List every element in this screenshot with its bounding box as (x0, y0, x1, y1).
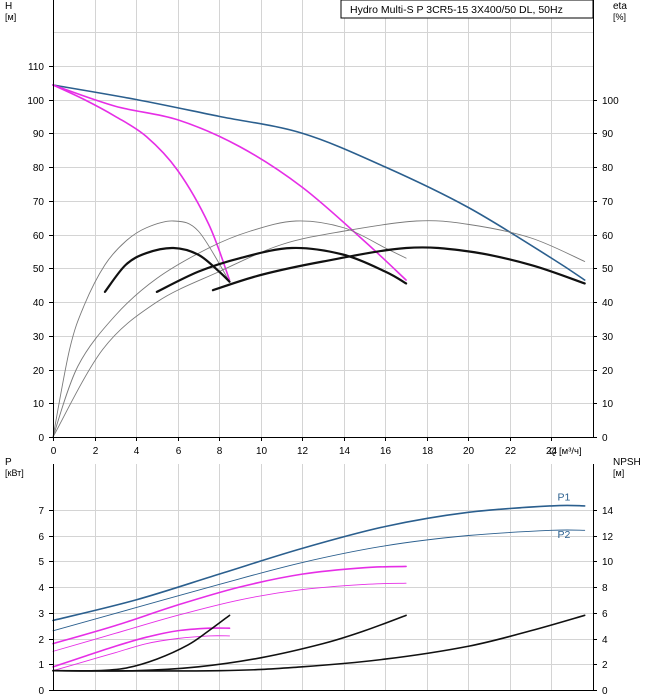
power-npsh-chart-left-tick-label: 3 (38, 609, 44, 620)
P1-1-pump-curve (52, 627, 231, 668)
head-eta-chart-left-tick-label: 50 (33, 264, 45, 275)
power-npsh-chart-left-tick-label: 4 (38, 583, 44, 594)
head-eta-chart-right-tick-label: 60 (602, 231, 614, 242)
power-npsh-chart-right-tick-label: 12 (602, 532, 614, 543)
P1-2-pumps-curve (52, 565, 407, 645)
power-npsh-chart-right-axis-title: NPSH (613, 457, 641, 468)
head-eta-chart-right-axis-unit: [%] (613, 12, 626, 22)
head-eta-chart-x-axis-title: Q [м³/ч] (549, 446, 582, 457)
head-eta-chart-right-tick-label: 70 (602, 197, 614, 208)
head-eta-chart-left-tick-label: 40 (33, 298, 45, 309)
H-2-pumps-curve (52, 84, 407, 281)
power-npsh-chart-left-tick-label: 1 (38, 660, 44, 671)
power-npsh-chart-right-tick-label: 6 (602, 609, 608, 620)
head-eta-chart-x-tick-label: 14 (339, 446, 351, 457)
head-eta-chart-left-axis-unit: [м] (5, 12, 16, 22)
power-npsh-chart-left-axis-unit: [кВт] (5, 468, 24, 478)
eta-op-3-pumps-curve (211, 246, 586, 292)
head-eta-chart-x-tick-label: 0 (51, 446, 57, 457)
head-eta-chart-left-axis-title: H (5, 1, 12, 12)
eta-op-1-pump-curve (103, 246, 231, 293)
head-eta-chart-left-tick-label: 70 (33, 197, 45, 208)
power-npsh-chart-right-tick-label: 4 (602, 635, 608, 646)
head-eta-chart-x-tick-label: 18 (422, 446, 434, 457)
power-npsh-chart-right-tick-label: 2 (602, 660, 608, 671)
head-eta-chart-left-tick-label: 20 (33, 366, 45, 377)
head-eta-chart-x-tick-label: 10 (256, 446, 268, 457)
H-3-pumps-curve (52, 84, 586, 281)
head-eta-chart-x-tick-label: 24 (546, 446, 558, 457)
head-eta-chart-x-tick-label: 20 (463, 446, 475, 457)
head-eta-chart-right-tick-label: 90 (602, 129, 614, 140)
P2-label: P2 (558, 529, 571, 541)
NPSH-3-pumps-curve (52, 614, 586, 672)
head-eta-chart-right-tick-label: 0 (602, 433, 608, 444)
head-eta-chart-right-tick-label: 50 (602, 264, 614, 275)
head-eta-chart-right-tick-label: 80 (602, 163, 614, 174)
chart-title-box: Hydro Multi-S P 3CR5-15 3X400/50 DL, 50H… (340, 0, 594, 19)
P2-1-pump-curve (52, 635, 230, 672)
eta-3-pumps-curve (52, 220, 586, 438)
head-eta-chart-x-tick-label: 22 (505, 446, 517, 457)
power-npsh-chart-left-tick-label: 2 (38, 635, 44, 646)
eta-op-2-pumps-curve (155, 246, 408, 293)
power-npsh-chart-right-tick-label: 0 (602, 686, 608, 697)
P1-label: P1 (558, 492, 571, 504)
head-eta-chart-right-tick-label: 40 (602, 298, 614, 309)
NPSH-2-pumps-curve (52, 614, 407, 672)
power-npsh-chart-left-tick-label: 7 (38, 506, 44, 517)
power-npsh-chart-right-tick-label: 10 (602, 557, 614, 568)
head-eta-chart-x-tick-label: 2 (93, 446, 99, 457)
power-npsh-chart-left-tick-label: 0 (38, 686, 44, 697)
head-eta-chart-right-tick-label: 10 (602, 399, 614, 410)
power-npsh-chart-left-axis-title: P (5, 457, 12, 468)
P1-3-pumps-curve (52, 504, 586, 622)
head-eta-chart-left-tick-label: 80 (33, 163, 45, 174)
head-eta-chart-left-tick-label: 30 (33, 332, 45, 343)
P2-3-pumps-curve (52, 529, 586, 632)
head-eta-chart-left-tick-label: 100 (27, 96, 44, 107)
NPSH-1-pump-curve (52, 614, 231, 672)
eta-1-pump-curve (52, 220, 230, 438)
head-eta-chart-right-tick-label: 30 (602, 332, 614, 343)
H-1-pump-curve (52, 84, 231, 281)
head-eta-chart-right-axis-title: eta (613, 1, 627, 12)
eta-2-pumps-curve (52, 220, 407, 438)
head-eta-chart-left-tick-label: 10 (33, 399, 45, 410)
power-npsh-chart-right-axis-unit: [м] (613, 468, 624, 478)
head-eta-chart-x-tick-label: 16 (380, 446, 392, 457)
power-npsh-chart-right-tick-label: 14 (602, 506, 614, 517)
head-eta-chart-right-tick-label: 20 (602, 366, 614, 377)
chart-title: Hydro Multi-S P 3CR5-15 3X400/50 DL, 50H… (350, 4, 563, 16)
head-eta-chart-x-tick-label: 8 (217, 446, 223, 457)
power-npsh-chart-right-tick-label: 8 (602, 583, 608, 594)
head-eta-chart-left-tick-label: 110 (28, 62, 44, 73)
head-eta-chart-right-tick-label: 100 (602, 96, 619, 107)
head-eta-chart-left-tick-label: 60 (33, 231, 45, 242)
power-npsh-chart-left-tick-label: 6 (38, 532, 44, 543)
P2-2-pumps-curve (52, 582, 407, 652)
head-eta-chart-x-tick-label: 4 (134, 446, 140, 457)
power-npsh-chart-left-tick-label: 5 (38, 557, 44, 568)
head-eta-chart-left-tick-label: 0 (38, 433, 44, 444)
head-eta-chart-x-tick-label: 6 (176, 446, 182, 457)
head-eta-chart-x-tick-label: 12 (297, 446, 309, 457)
head-eta-chart-left-tick-label: 90 (33, 129, 45, 140)
